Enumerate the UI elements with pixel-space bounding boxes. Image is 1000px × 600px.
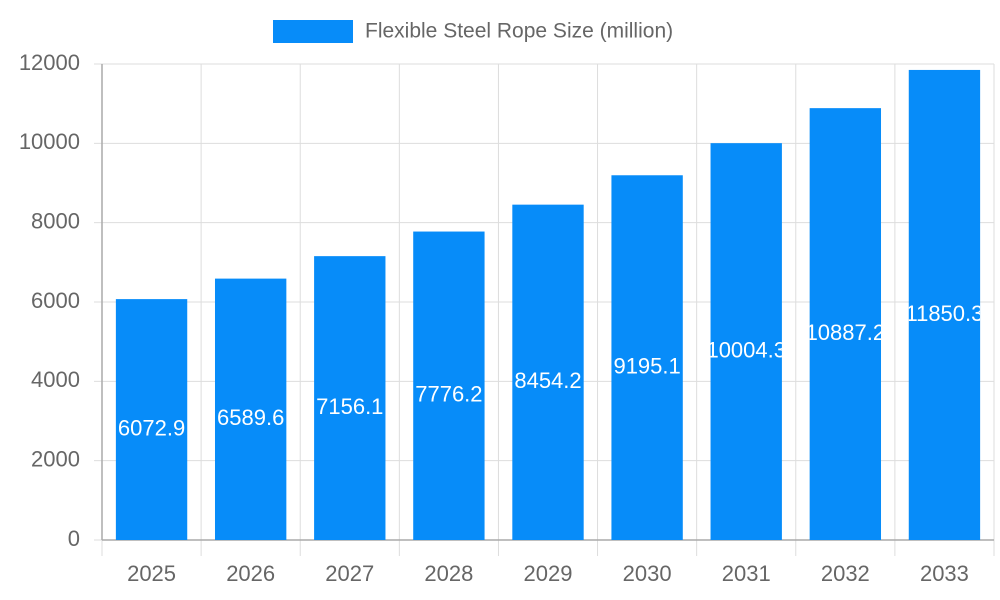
- value-label: 8454.2: [514, 368, 581, 393]
- bar: [908, 69, 981, 540]
- x-tick-label: 2028: [424, 561, 473, 586]
- value-label: 11850.3: [905, 301, 983, 326]
- bar: [314, 256, 386, 540]
- x-tick-label: 2027: [325, 561, 374, 586]
- bar: [512, 204, 584, 540]
- bar: [115, 299, 188, 540]
- y-tick-label: 6000: [31, 288, 80, 313]
- x-tick-label: 2029: [524, 561, 573, 586]
- bar: [710, 143, 782, 540]
- value-label: 6072.9: [118, 415, 185, 440]
- y-tick-label: 12000: [19, 50, 80, 75]
- y-tick-label: 2000: [31, 446, 80, 471]
- x-tick-label: 2025: [127, 561, 176, 586]
- value-label: 7156.1: [316, 394, 383, 419]
- x-tick-label: 2026: [226, 561, 275, 586]
- value-label: 9195.1: [613, 353, 680, 378]
- bar: [611, 175, 683, 540]
- x-tick-label: 2033: [920, 561, 969, 586]
- y-tick-label: 10000: [19, 129, 80, 154]
- legend-swatch: [273, 20, 353, 43]
- bar: [809, 108, 882, 541]
- x-tick-label: 2032: [821, 561, 870, 586]
- bar: [413, 231, 485, 540]
- x-tick-label: 2030: [623, 561, 672, 586]
- y-tick-label: 4000: [31, 367, 80, 392]
- y-tick-label: 0: [68, 526, 80, 551]
- y-tick-label: 8000: [31, 208, 80, 233]
- legend-label: Flexible Steel Rope Size (million): [365, 20, 673, 43]
- value-label: 6589.6: [217, 405, 284, 430]
- x-tick-label: 2031: [722, 561, 771, 586]
- value-label: 10887.2: [806, 320, 886, 345]
- value-label: 7776.2: [415, 382, 482, 407]
- bar: [214, 278, 287, 540]
- value-label: 10004.3: [706, 337, 786, 362]
